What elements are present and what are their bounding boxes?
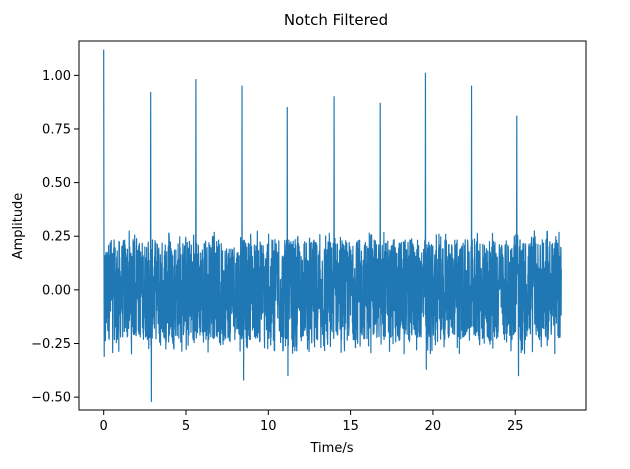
y-axis-label: Amplitude bbox=[11, 193, 26, 260]
y-tick-label: 0.00 bbox=[42, 283, 71, 298]
y-tick-label: 0.75 bbox=[42, 122, 71, 137]
x-tick-label: 5 bbox=[182, 419, 190, 434]
x-tick-label: 25 bbox=[507, 419, 524, 434]
x-axis: 0 5 10 15 20 25 bbox=[100, 410, 524, 434]
x-tick-label: 20 bbox=[425, 419, 442, 434]
y-tick-label: 1.00 bbox=[42, 69, 71, 84]
y-tick-label: −0.50 bbox=[31, 391, 71, 406]
y-tick-label: −0.25 bbox=[31, 337, 71, 352]
x-tick-label: 15 bbox=[342, 419, 359, 434]
y-axis: −0.50 −0.25 0.00 0.25 0.50 0.75 1.00 bbox=[31, 69, 79, 406]
plot-frame bbox=[78, 40, 587, 411]
x-tick-label: 0 bbox=[100, 419, 108, 434]
chart-title: Notch Filtered bbox=[284, 11, 388, 29]
y-tick-label: 0.50 bbox=[42, 176, 71, 191]
x-tick-label: 10 bbox=[260, 419, 277, 434]
signal-line bbox=[103, 49, 562, 403]
series-group bbox=[103, 49, 562, 403]
y-tick-label: 0.25 bbox=[42, 230, 71, 245]
x-axis-label: Time/s bbox=[310, 441, 354, 456]
